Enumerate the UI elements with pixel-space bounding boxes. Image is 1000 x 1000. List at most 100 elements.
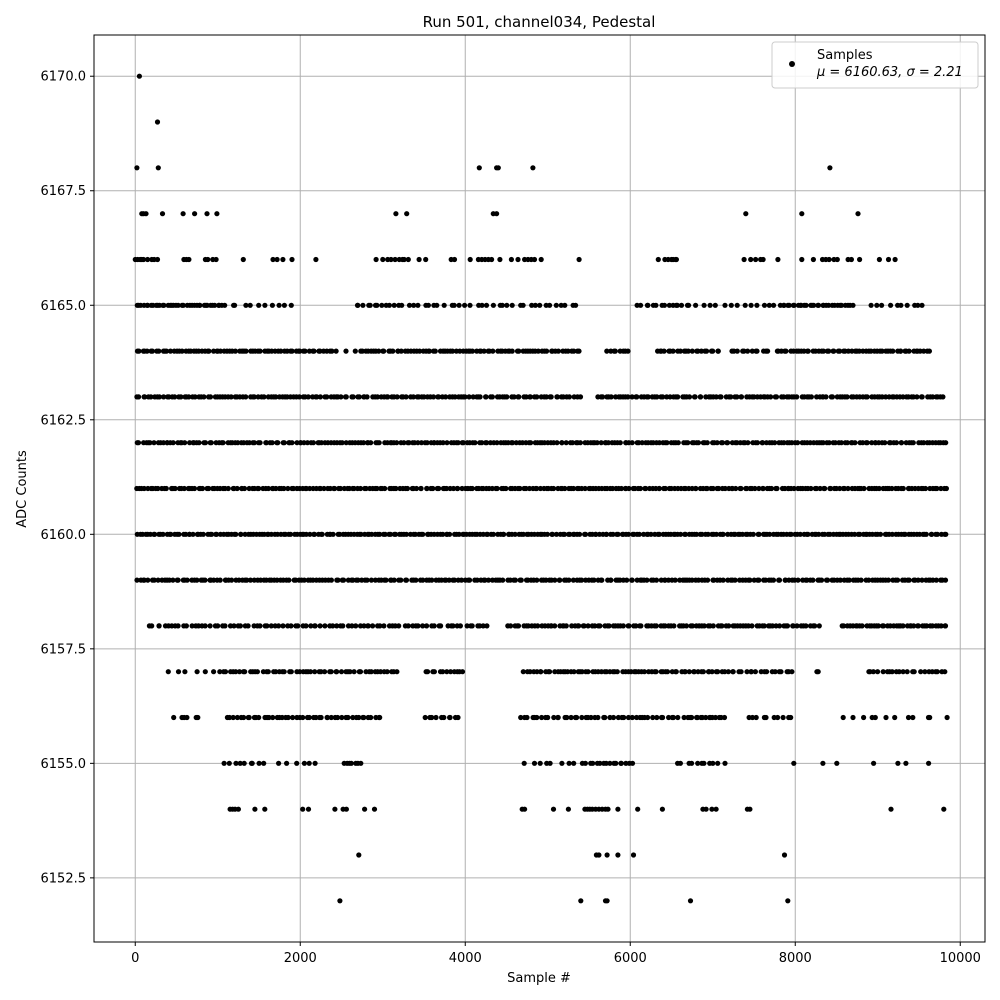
- data-point: [551, 714, 557, 721]
- data-point: [233, 531, 239, 537]
- data-point: [919, 577, 925, 583]
- data-point: [726, 623, 732, 629]
- data-point: [791, 760, 797, 766]
- data-point: [701, 760, 707, 766]
- data-point: [654, 714, 660, 721]
- data-point: [566, 760, 572, 766]
- data-point: [257, 623, 263, 629]
- data-point: [360, 302, 366, 308]
- data-point: [460, 440, 466, 446]
- data-point: [725, 669, 732, 675]
- data-point: [639, 440, 645, 446]
- data-point: [467, 577, 473, 583]
- data-point: [766, 302, 772, 308]
- data-point: [467, 256, 473, 263]
- data-point: [527, 394, 534, 400]
- data-point: [450, 485, 457, 492]
- legend-marker: [789, 61, 795, 67]
- data-point: [451, 256, 458, 263]
- data-point: [660, 714, 666, 721]
- data-point: [441, 302, 447, 308]
- data-point: [730, 669, 736, 675]
- data-point: [425, 669, 431, 675]
- data-point: [710, 760, 716, 766]
- data-point: [825, 577, 831, 583]
- data-point: [576, 256, 582, 263]
- data-point: [195, 714, 201, 721]
- data-point: [926, 348, 933, 354]
- data-point: [484, 440, 490, 446]
- data-point: [329, 348, 335, 354]
- data-point: [205, 256, 211, 263]
- data-point: [940, 394, 946, 400]
- data-point: [515, 256, 521, 263]
- data-point: [206, 485, 212, 492]
- data-point: [380, 256, 386, 263]
- data-point: [654, 394, 660, 400]
- data-point: [280, 256, 286, 263]
- data-point: [358, 531, 364, 537]
- data-point: [773, 394, 780, 400]
- data-point: [877, 531, 884, 537]
- data-point: [861, 485, 867, 492]
- data-point: [753, 256, 759, 263]
- data-point: [334, 669, 340, 675]
- data-point: [377, 531, 383, 537]
- data-point: [244, 577, 250, 583]
- data-point: [700, 669, 707, 675]
- data-point: [297, 669, 303, 675]
- data-point: [761, 302, 768, 308]
- data-point: [303, 531, 309, 537]
- data-point: [221, 760, 227, 766]
- x-tick-label: 8000: [779, 951, 812, 966]
- data-points: [132, 73, 950, 904]
- data-point: [312, 623, 318, 629]
- data-point: [599, 577, 605, 583]
- data-point: [629, 440, 635, 446]
- data-point: [192, 394, 198, 400]
- data-point: [915, 302, 921, 308]
- data-point: [713, 531, 720, 537]
- data-point: [404, 485, 411, 492]
- data-point: [247, 577, 254, 583]
- data-point: [722, 485, 728, 492]
- data-point: [394, 669, 400, 675]
- data-point: [368, 440, 374, 446]
- data-point: [301, 760, 307, 766]
- data-point: [544, 348, 550, 354]
- data-point: [822, 485, 828, 492]
- data-point: [281, 302, 287, 308]
- data-point: [720, 440, 726, 446]
- data-point: [635, 806, 641, 812]
- data-point: [369, 531, 375, 537]
- data-point: [749, 623, 755, 629]
- data-point: [944, 714, 950, 721]
- data-point: [653, 302, 659, 308]
- data-point: [889, 485, 895, 492]
- data-point: [355, 302, 361, 308]
- data-point: [284, 760, 290, 766]
- data-point: [520, 669, 526, 675]
- data-point: [285, 485, 291, 492]
- data-point: [401, 256, 407, 263]
- data-point: [875, 623, 882, 629]
- data-point: [222, 669, 229, 675]
- data-point: [754, 348, 760, 354]
- data-point: [794, 394, 800, 400]
- data-point: [330, 531, 336, 537]
- data-point: [643, 485, 649, 492]
- data-point: [637, 485, 644, 492]
- data-point: [393, 485, 399, 492]
- data-point: [870, 669, 877, 675]
- data-point: [382, 485, 388, 492]
- data-point: [760, 485, 766, 492]
- data-point: [425, 302, 431, 308]
- data-point: [301, 577, 307, 583]
- data-point: [716, 485, 722, 492]
- data-point: [296, 394, 302, 400]
- data-point: [263, 440, 270, 446]
- data-point: [411, 302, 417, 308]
- data-point: [457, 623, 463, 629]
- data-point: [904, 669, 910, 675]
- data-point: [280, 623, 286, 629]
